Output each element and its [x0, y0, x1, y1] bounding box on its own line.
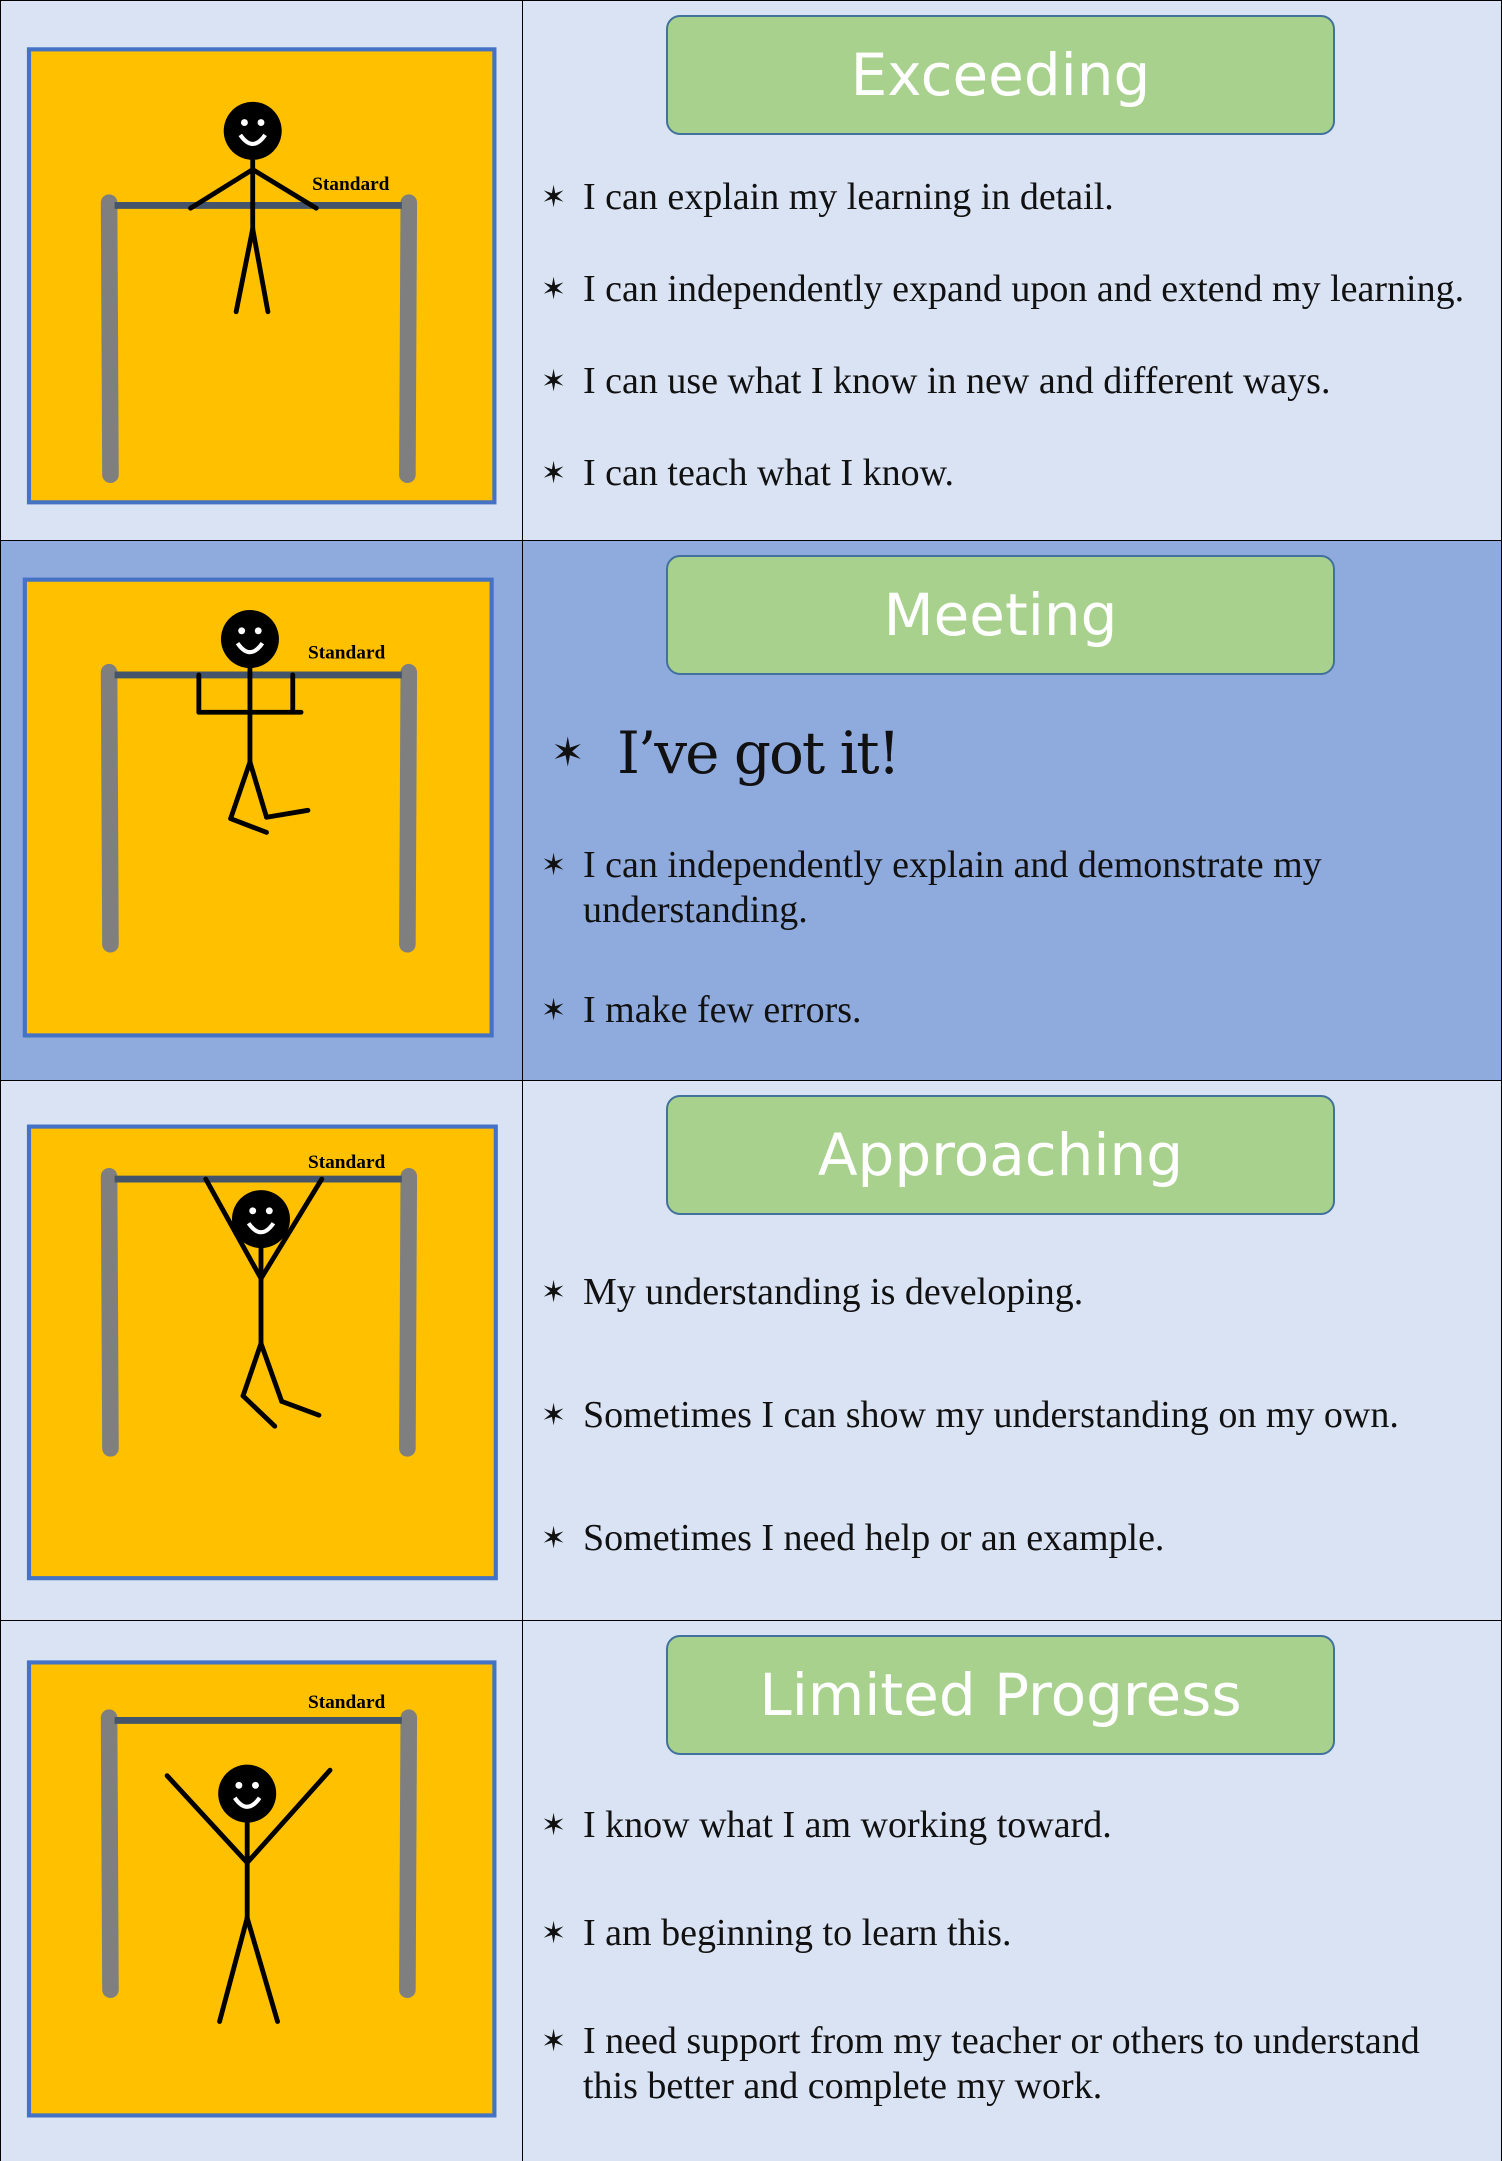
limb	[228, 816, 269, 835]
stick-figure: Standard	[26, 47, 497, 505]
limb	[240, 1340, 264, 1399]
rubric-row: Standard Limited Progress I know what I am…	[0, 1620, 1502, 2161]
post	[399, 1709, 418, 1999]
limb	[258, 1176, 325, 1281]
criterion: I can independently explain and demonstr…	[537, 843, 1471, 933]
figure-cell: Standard	[1, 1621, 523, 2161]
stick-figure: Standard	[26, 1660, 497, 2118]
head	[223, 101, 282, 160]
limb	[250, 167, 319, 211]
post	[399, 1168, 418, 1457]
post	[399, 663, 418, 953]
criteria-list: My understanding is developing. Sometimes…	[537, 1231, 1471, 1600]
smile	[235, 641, 265, 655]
eye	[235, 1781, 243, 1789]
criteria-cell: Approaching My understanding is developin…	[523, 1081, 1501, 1620]
headline: I’ve got it!	[537, 718, 1471, 788]
figure-background	[26, 1660, 497, 2118]
level-title: Approaching	[666, 1095, 1335, 1215]
criterion: Sometimes I need help or an example.	[537, 1516, 1471, 1561]
post	[100, 663, 119, 953]
eye	[252, 1781, 259, 1789]
standard-label: Standard	[312, 174, 390, 195]
stick-figure: Standard	[22, 577, 494, 1038]
eye	[249, 1207, 257, 1215]
post	[399, 194, 418, 483]
limb	[228, 759, 253, 822]
limb	[244, 1767, 333, 1866]
limb	[244, 1915, 280, 2024]
criterion: I can use what I know in new and differe…	[537, 359, 1471, 404]
criterion: I can explain my learning in detail.	[537, 175, 1471, 220]
criterion: I can teach what I know.	[537, 451, 1471, 496]
level-title: Exceeding	[666, 15, 1335, 135]
criteria-list: I can explain my learning in detail. I ca…	[537, 151, 1471, 520]
limb	[258, 1340, 285, 1404]
criterion: Sometimes I can show my understanding on…	[537, 1393, 1471, 1438]
criteria-cell: Meeting I’ve got it! I can independently e…	[523, 541, 1501, 1080]
criterion: My understanding is developing.	[537, 1270, 1471, 1315]
limb	[164, 1773, 250, 1866]
head	[231, 1190, 291, 1249]
eye	[238, 627, 246, 635]
figure-cell: Standard	[1, 1081, 523, 1620]
criterion: I can independently expand upon and exte…	[537, 267, 1471, 312]
limb	[217, 1915, 250, 2024]
limb	[240, 1393, 278, 1429]
limb	[279, 1398, 322, 1418]
level-title: Meeting	[666, 555, 1335, 675]
eye	[257, 119, 265, 126]
criteria-list: I’ve got it! I can independently explain …	[537, 691, 1471, 1060]
limb	[203, 1176, 264, 1281]
criterion: I need support from my teacher or others…	[537, 2019, 1471, 2109]
smile	[238, 133, 267, 146]
rubric-row: Standard Approaching My understanding is d…	[0, 1080, 1502, 1620]
standard-label: Standard	[308, 1152, 386, 1173]
limb	[233, 226, 256, 315]
criterion: I make few errors.	[537, 988, 1471, 1033]
smile	[233, 1796, 262, 1809]
rubric-row: Standard Meeting I’ve got it! I can indepen…	[0, 540, 1502, 1080]
post	[100, 1168, 119, 1457]
limb	[247, 759, 269, 820]
standard-label: Standard	[308, 642, 386, 663]
eye	[265, 1207, 273, 1215]
smile	[246, 1222, 276, 1235]
eye	[254, 627, 262, 635]
figure-cell: Standard	[1, 1, 523, 540]
figure-cell: Standard	[1, 541, 523, 1080]
standard-label: Standard	[308, 1692, 386, 1713]
limb	[264, 807, 311, 820]
post	[100, 1709, 119, 1999]
criteria-cell: Limited Progress I know what I am working…	[523, 1621, 1501, 2161]
level-title: Limited Progress	[666, 1635, 1335, 1755]
eye	[240, 119, 248, 126]
stick-figure: Standard	[26, 1124, 498, 1581]
criterion: I am beginning to learn this.	[537, 1911, 1471, 1956]
rubric-row: Standard Exceeding I can explain my learni…	[0, 0, 1502, 540]
criteria-cell: Exceeding I can explain my learning in de…	[523, 1, 1501, 540]
criterion: I know what I am working toward.	[537, 1803, 1471, 1848]
limb	[250, 226, 271, 315]
head	[220, 610, 279, 669]
criteria-list: I know what I am working toward. I am beg…	[537, 1771, 1471, 2141]
head	[218, 1764, 277, 1823]
post	[100, 194, 119, 483]
limb	[188, 167, 256, 211]
